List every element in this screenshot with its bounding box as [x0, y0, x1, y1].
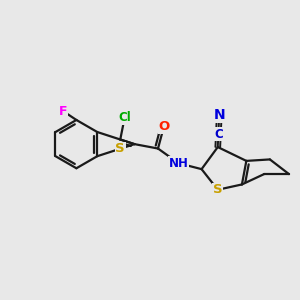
- Text: NH: NH: [169, 157, 189, 170]
- Text: Cl: Cl: [118, 111, 131, 124]
- Text: O: O: [158, 120, 169, 133]
- Text: S: S: [116, 142, 125, 155]
- Text: C: C: [214, 128, 223, 141]
- Text: N: N: [213, 108, 225, 122]
- Text: F: F: [59, 105, 68, 118]
- Text: S: S: [213, 183, 223, 196]
